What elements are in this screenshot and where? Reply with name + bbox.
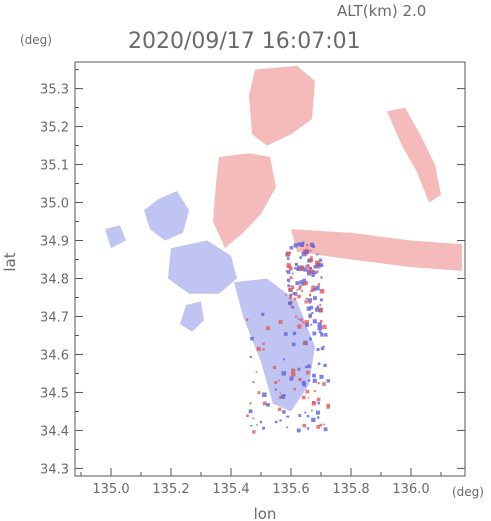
region-west-negative-blob	[144, 191, 189, 241]
y-tick-label: 34.9	[40, 235, 69, 250]
y-tick-label: 35.3	[40, 83, 69, 98]
region-north-positive-plume	[249, 65, 315, 146]
velocity-field	[105, 65, 462, 434]
y-tick-label: 34.5	[40, 386, 69, 401]
region-east-positive-streak	[291, 229, 462, 271]
x-tick-label: 135.4	[212, 482, 249, 497]
region-northeast-positive-arc	[387, 107, 441, 203]
x-axis-title: lon	[254, 505, 277, 521]
region-central-positive-band	[213, 153, 276, 249]
y-tick-label: 34.6	[40, 348, 69, 363]
x-tick-label: 135.8	[332, 482, 369, 497]
region-southwest-negative-blob	[180, 301, 204, 332]
x-axis: 135.0 135.2 135.4 135.6 135.8 136.0	[80, 468, 442, 497]
plot-frame	[74, 61, 466, 477]
y-tick-label: 34.3	[40, 462, 69, 477]
y-tick-label: 34.4	[40, 424, 69, 439]
speckle-texture	[246, 241, 331, 434]
y-axis: 34.3 34.4 34.5 34.6 34.7 34.8 34.9 35.0 35.1 35.2…	[40, 69, 465, 477]
y-tick-label: 35.0	[40, 197, 69, 212]
x-tick-label: 136.0	[392, 482, 429, 497]
region-south-negative-plume	[234, 278, 315, 412]
x-tick-label: 135.6	[272, 482, 309, 497]
y-tick-label: 34.7	[40, 310, 69, 325]
x-tick-label: 135.0	[92, 482, 129, 497]
altitude-label: ALT(km) 2.0	[337, 2, 426, 20]
timestamp-label: 2020/09/17 16:07:01	[128, 29, 361, 54]
x-tick-label: 135.2	[152, 482, 189, 497]
y-tick-label: 35.1	[40, 159, 69, 174]
region-west-small-negative	[105, 225, 126, 249]
y-unit-label: (deg)	[20, 33, 52, 47]
x-unit-label: (deg)	[452, 485, 484, 499]
y-axis-title: lat	[1, 252, 19, 271]
y-tick-label: 34.8	[40, 272, 69, 287]
y-tick-label: 35.2	[40, 121, 69, 136]
region-central-negative-blob	[168, 240, 237, 294]
